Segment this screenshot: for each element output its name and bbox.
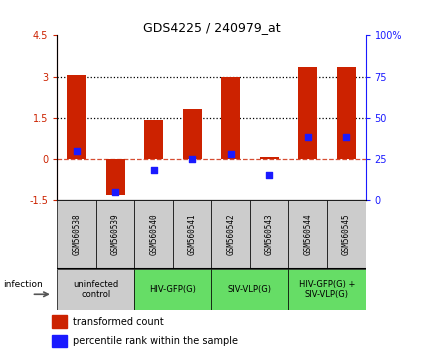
Point xyxy=(343,135,350,140)
Bar xyxy=(96,200,134,269)
Text: GSM560539: GSM560539 xyxy=(110,214,120,255)
Point xyxy=(266,172,272,178)
Point xyxy=(150,167,157,173)
Bar xyxy=(57,200,96,269)
Point xyxy=(227,151,234,157)
Text: infection: infection xyxy=(3,280,42,289)
Bar xyxy=(52,315,67,328)
Text: GSM560542: GSM560542 xyxy=(226,214,235,255)
Text: HIV-GFP(G): HIV-GFP(G) xyxy=(150,285,196,294)
Text: SIV-VLP(G): SIV-VLP(G) xyxy=(228,285,272,294)
Bar xyxy=(67,75,86,159)
Bar xyxy=(211,200,250,269)
Bar xyxy=(134,269,211,310)
Text: HIV-GFP(G) +
SIV-VLP(G): HIV-GFP(G) + SIV-VLP(G) xyxy=(299,280,355,299)
Bar xyxy=(183,109,202,159)
Bar xyxy=(337,67,356,159)
Bar xyxy=(298,67,317,159)
Bar xyxy=(57,269,134,310)
Text: GSM560538: GSM560538 xyxy=(72,214,81,255)
Bar xyxy=(144,120,163,159)
Bar xyxy=(211,269,289,310)
Text: percentile rank within the sample: percentile rank within the sample xyxy=(73,336,238,346)
Text: GSM560543: GSM560543 xyxy=(265,214,274,255)
Bar xyxy=(260,157,279,159)
Text: uninfected
control: uninfected control xyxy=(73,280,119,299)
Bar xyxy=(289,269,366,310)
Bar xyxy=(173,200,211,269)
Point xyxy=(112,189,119,195)
Text: GSM560540: GSM560540 xyxy=(149,214,158,255)
Bar xyxy=(250,200,289,269)
Text: transformed count: transformed count xyxy=(73,316,164,327)
Point xyxy=(73,148,80,154)
Bar xyxy=(52,335,67,347)
Point xyxy=(189,156,196,162)
Text: GSM560544: GSM560544 xyxy=(303,214,312,255)
Text: GSM560541: GSM560541 xyxy=(188,214,197,255)
Bar xyxy=(289,200,327,269)
Text: GSM560545: GSM560545 xyxy=(342,214,351,255)
Point xyxy=(304,135,311,140)
Bar xyxy=(221,76,240,159)
Title: GDS4225 / 240979_at: GDS4225 / 240979_at xyxy=(143,21,280,34)
Bar xyxy=(134,200,173,269)
Bar xyxy=(105,159,125,195)
Bar xyxy=(327,200,366,269)
